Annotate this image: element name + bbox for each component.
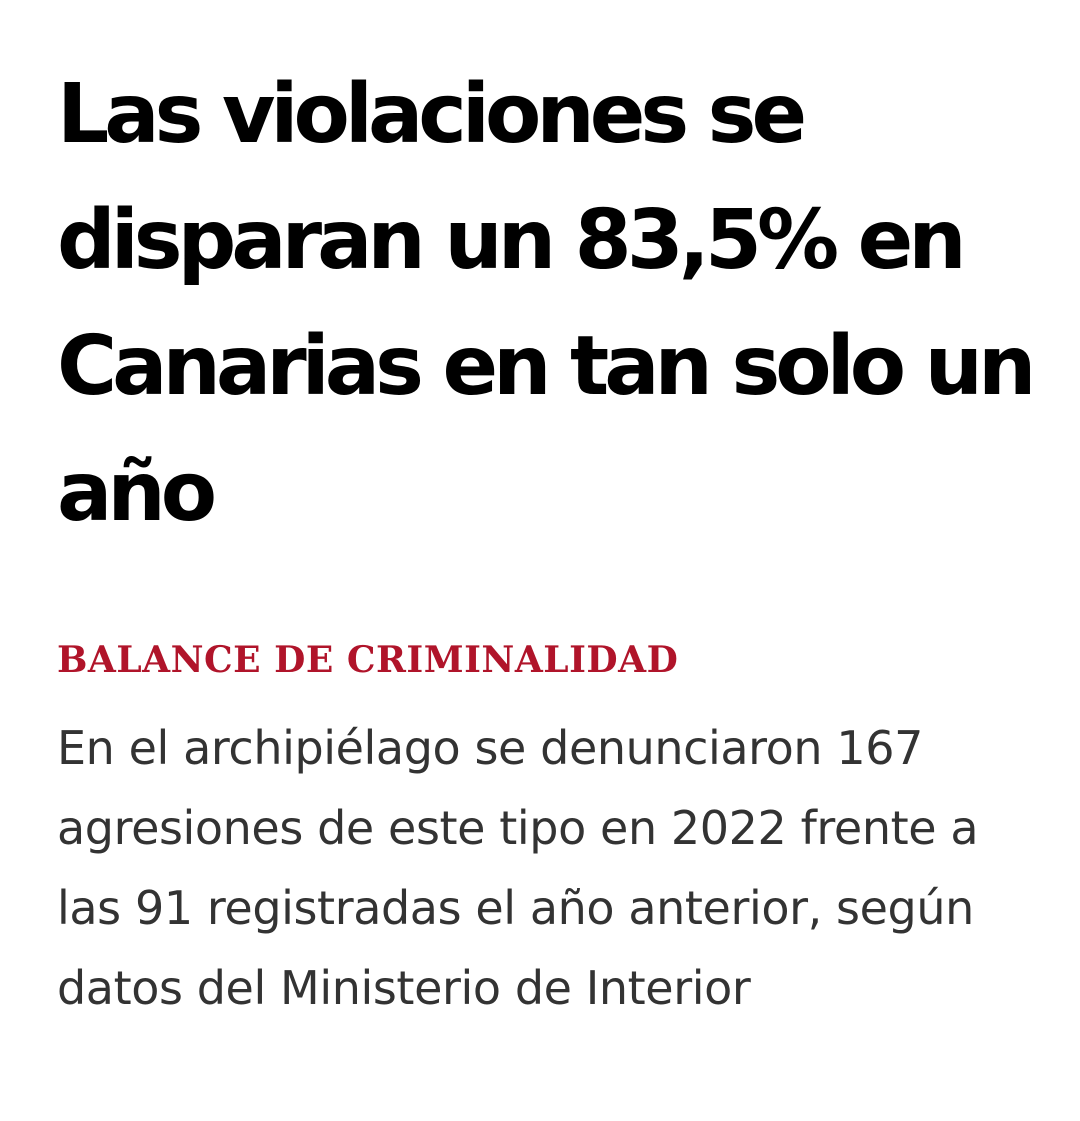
headline[interactable]: Las violaciones se disparan un 83,5% en …: [57, 67, 1036, 540]
standfirst: En el archipiélago se denunciaron 167 ag…: [57, 721, 979, 1015]
section-kicker[interactable]: BALANCE DE CRIMINALIDAD: [57, 639, 679, 681]
article: Las violaciones se disparan un 83,5% en …: [57, 52, 1047, 1028]
